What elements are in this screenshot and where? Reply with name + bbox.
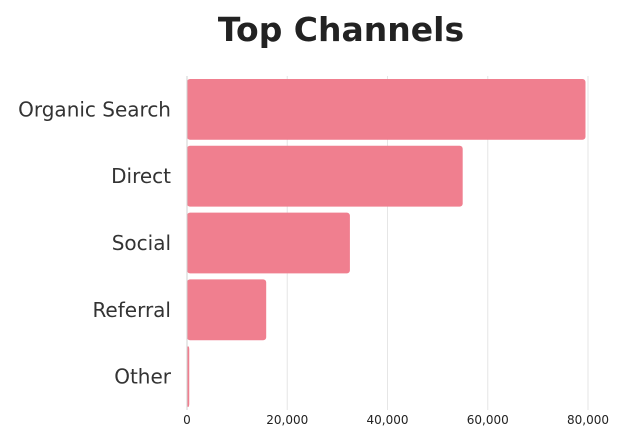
- bar-organic-search: [187, 79, 586, 140]
- x-tick-label: 20,000: [266, 413, 308, 426]
- category-label: Other: [114, 365, 172, 389]
- x-tick-label: 80,000: [567, 413, 609, 426]
- bar-direct: [187, 145, 463, 207]
- category-label: Direct: [111, 164, 171, 188]
- x-tick-label: 40,000: [367, 413, 409, 426]
- category-label: Referral: [92, 298, 171, 322]
- category-label: Organic Search: [18, 97, 171, 121]
- bar-referral: [187, 279, 267, 341]
- chart-title: Top Channels: [218, 10, 464, 49]
- category-labels: Organic Search Direct Social Referral Other: [18, 97, 172, 388]
- bar-social: [187, 212, 350, 274]
- x-tick-label: 60,000: [467, 413, 509, 426]
- x-tick-labels: 0 20,000 40,000 60,000 80,000: [183, 413, 609, 426]
- bars: [187, 79, 586, 407]
- x-tick-label: 0: [183, 413, 191, 426]
- category-label: Social: [112, 231, 171, 255]
- bar-other: [187, 346, 190, 407]
